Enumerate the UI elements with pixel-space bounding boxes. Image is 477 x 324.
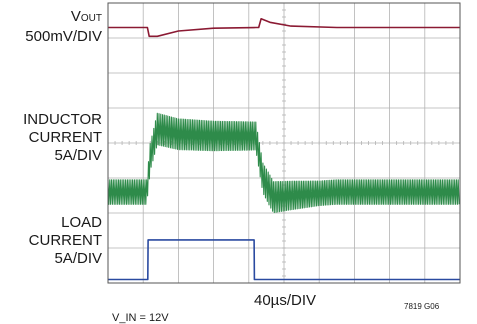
inductor-label-line1: INDUCTOR	[23, 111, 102, 128]
load-current-label: LOAD CURRENT 5A/DIV	[2, 214, 102, 268]
traces	[107, 18, 460, 281]
inductor-label-line2: CURRENT	[28, 129, 102, 146]
inductor-current-label: INDUCTOR CURRENT 5A/DIV	[2, 111, 102, 165]
time-scale-label: 40µs/DIV	[254, 292, 316, 309]
vout-label: VOUT 500mV/DIV	[2, 8, 102, 46]
load-label-line2: CURRENT	[28, 232, 102, 249]
inductor-label-scale: 5A/DIV	[54, 147, 102, 164]
vout-label-name: VOUT	[70, 8, 102, 25]
figure-id: 7819 G06	[404, 302, 440, 311]
test-condition: V_IN = 12V	[112, 312, 169, 324]
plot-border	[107, 2, 461, 284]
vout-label-scale: 500mV/DIV	[25, 28, 102, 45]
vout-trace	[108, 18, 460, 38]
load-label-line1: LOAD	[61, 214, 102, 231]
load-label-scale: 5A/DIV	[54, 250, 102, 267]
load-current-trace	[108, 239, 460, 281]
inductor-current-trace	[107, 112, 460, 214]
grid	[107, 2, 461, 284]
